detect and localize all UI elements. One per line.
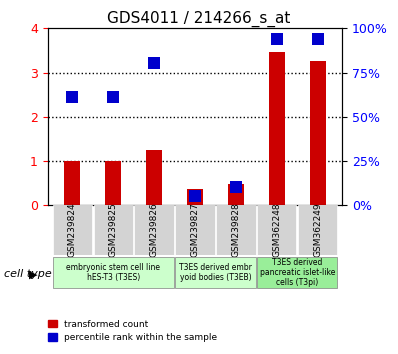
Text: cell type: cell type (4, 269, 52, 279)
FancyBboxPatch shape (53, 205, 92, 255)
FancyBboxPatch shape (298, 205, 338, 255)
FancyBboxPatch shape (216, 205, 256, 255)
Text: T3ES derived embr
yoid bodies (T3EB): T3ES derived embr yoid bodies (T3EB) (179, 263, 252, 282)
FancyBboxPatch shape (94, 205, 133, 255)
Text: GSM239828: GSM239828 (231, 203, 240, 257)
Text: GDS4011 / 214266_s_at: GDS4011 / 214266_s_at (107, 11, 291, 27)
Bar (228, 184, 244, 205)
Legend: transformed count, percentile rank within the sample: transformed count, percentile rank withi… (44, 316, 221, 346)
FancyBboxPatch shape (176, 205, 215, 255)
Text: GSM239824: GSM239824 (68, 203, 77, 257)
Text: GSM362248: GSM362248 (272, 203, 281, 257)
Bar (105, 161, 121, 205)
Text: GSM239826: GSM239826 (150, 203, 159, 257)
Bar (64, 161, 80, 205)
Text: ▶: ▶ (29, 269, 38, 279)
Bar (187, 188, 203, 205)
Text: GSM239827: GSM239827 (191, 203, 199, 257)
FancyBboxPatch shape (53, 257, 174, 288)
FancyBboxPatch shape (257, 205, 297, 255)
Text: GSM239825: GSM239825 (109, 203, 118, 257)
Bar (269, 52, 285, 205)
Bar (146, 150, 162, 205)
Bar (310, 61, 326, 205)
FancyBboxPatch shape (176, 257, 256, 288)
Text: embryonic stem cell line
hES-T3 (T3ES): embryonic stem cell line hES-T3 (T3ES) (66, 263, 160, 282)
Text: GSM362249: GSM362249 (313, 203, 322, 257)
FancyBboxPatch shape (257, 257, 338, 288)
FancyBboxPatch shape (135, 205, 174, 255)
Text: T3ES derived
pancreatic islet-like
cells (T3pi): T3ES derived pancreatic islet-like cells… (259, 258, 335, 287)
